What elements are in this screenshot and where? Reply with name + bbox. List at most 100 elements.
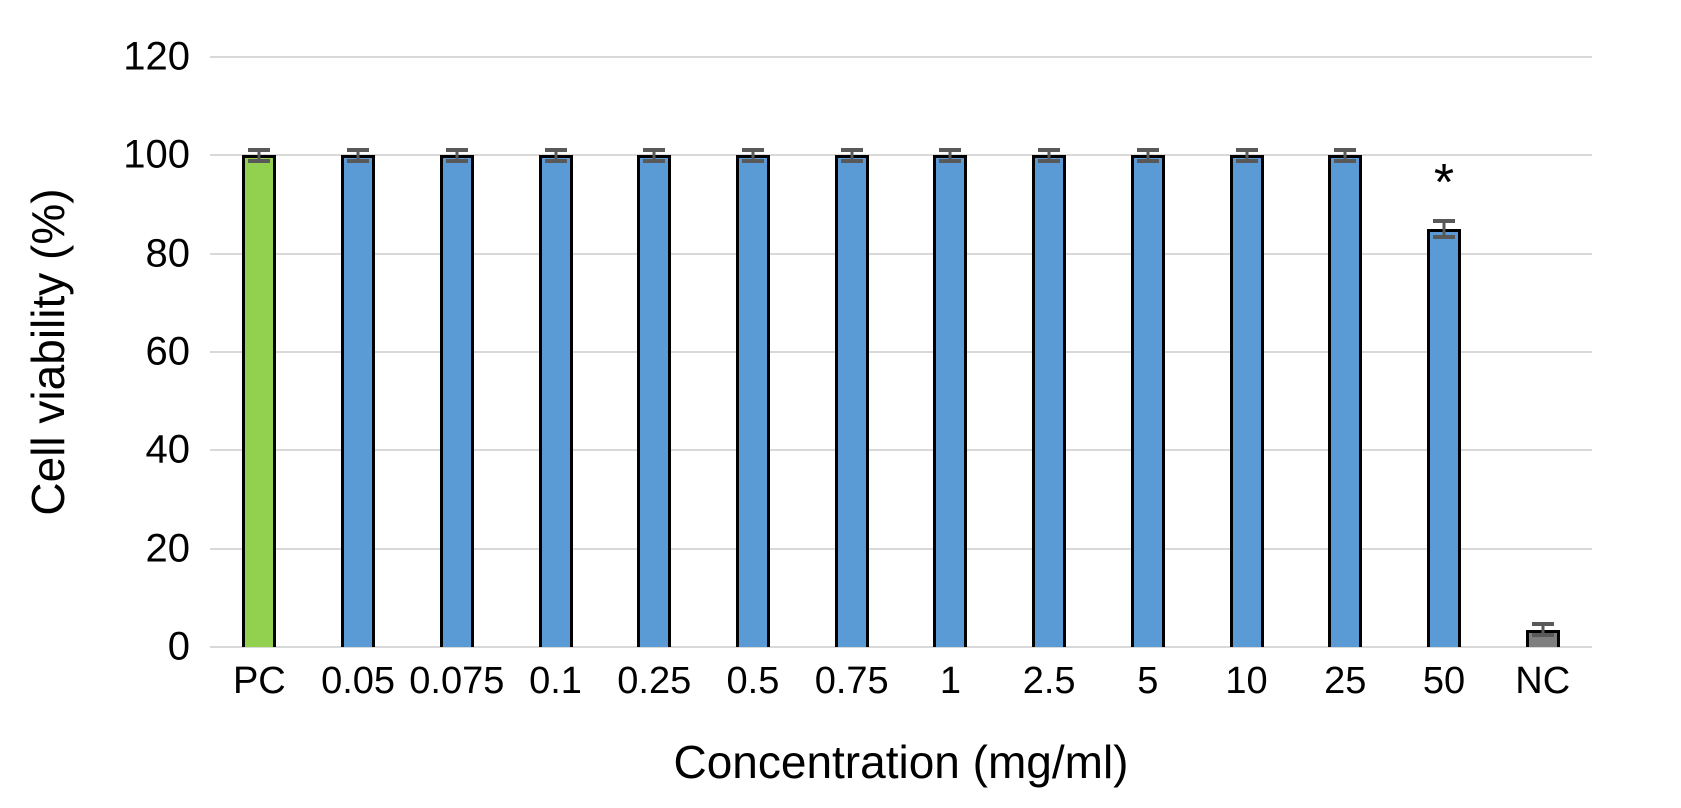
bar-0.75 (834, 155, 869, 647)
error-bar-cap-top (445, 147, 468, 152)
error-bar-line (356, 147, 360, 163)
x-tick-label-0.1: 0.1 (529, 660, 582, 702)
y-tick-label: 60 (145, 329, 191, 374)
gridline (210, 449, 1592, 452)
x-tick-label-0.75: 0.75 (814, 660, 889, 702)
bar-5 (1130, 155, 1165, 647)
bar-slot-0.1 (506, 57, 605, 647)
significance-marker: * (1433, 154, 1455, 213)
error-bar-cap-top (939, 147, 962, 152)
error-bar-cap-bottom (840, 158, 863, 163)
bar-slot-PC (210, 57, 309, 647)
error-bar-line (455, 147, 459, 163)
bar-2.5 (1032, 155, 1067, 647)
bar-slot-NC (1493, 57, 1592, 647)
bar-slot-0.075 (407, 57, 506, 647)
error-bar-cap-top (544, 147, 567, 152)
error-bar-line (948, 147, 952, 163)
gridline (210, 646, 1592, 648)
y-tick-label: 0 (167, 624, 190, 669)
gridline (210, 547, 1592, 550)
error-bar-line (652, 147, 656, 163)
x-tick-label-50: 50 (1422, 660, 1466, 702)
error-bar-cap-top (1334, 147, 1357, 152)
error-bar-cap-top (347, 147, 370, 152)
error-bar-cap-bottom (544, 158, 567, 163)
y-axis: 0 20 40 60 80 100 120 (60, 35, 191, 669)
error-bar-line (257, 147, 261, 163)
gridline (210, 56, 1592, 58)
error-bar-cap-bottom (1038, 158, 1061, 163)
error-bar-cap-bottom (1235, 158, 1258, 163)
error-bar-cap-bottom (1531, 633, 1554, 638)
error-bar-line (751, 147, 755, 163)
error-bar-cap-top (248, 147, 271, 152)
gridline (210, 252, 1592, 255)
error-bar-cap-top (1432, 219, 1455, 224)
error-bar-cap-top (741, 147, 764, 152)
error-bar-cap-bottom (347, 158, 370, 163)
error-bar-cap-bottom (1432, 234, 1455, 239)
error-bar-line (1245, 147, 1249, 163)
x-tick-label-2.5: 2.5 (1022, 660, 1076, 702)
x-tick-label-1: 1 (939, 660, 961, 702)
bar-0.05 (341, 155, 376, 647)
y-tick-label: 120 (123, 34, 190, 79)
x-tick-label-5: 5 (1137, 660, 1159, 702)
error-bar-line (850, 147, 854, 163)
y-tick-label: 40 (145, 427, 191, 472)
error-bar-cap-top (1136, 147, 1159, 152)
x-tick-label-PC: PC (232, 660, 286, 702)
error-bar-cap-bottom (741, 158, 764, 163)
error-bar-cap-top (1038, 147, 1061, 152)
bar-slot-0.25 (605, 57, 704, 647)
bar-slot-25 (1296, 57, 1395, 647)
error-bar-cap-top (1235, 147, 1258, 152)
y-tick-label: 80 (145, 231, 191, 276)
error-bar-line (554, 147, 558, 163)
x-tick-label-0.05: 0.05 (321, 660, 396, 702)
error-bar-line (1146, 147, 1150, 163)
bar-0.5 (735, 155, 770, 647)
error-bar-line (1442, 219, 1446, 239)
bar-slot-10 (1197, 57, 1296, 647)
bar-slot-0.75 (802, 57, 901, 647)
error-bar-line (1047, 147, 1051, 163)
error-bar-line (1343, 147, 1347, 163)
error-bar-cap-bottom (248, 158, 271, 163)
y-tick-label: 20 (145, 526, 191, 571)
bar-25 (1328, 155, 1363, 647)
x-tick-label-25: 25 (1324, 660, 1367, 702)
bar-0.075 (439, 155, 474, 647)
error-bar-cap-bottom (939, 158, 962, 163)
bar-PC (242, 155, 277, 647)
bar-10 (1229, 155, 1264, 647)
error-bar-cap-bottom (445, 158, 468, 163)
x-axis: PC 0.05 0.075 0.1 0.25 0.5 0.75 1 2.5 5 10 25 50 NC (210, 660, 1592, 703)
bars: * (210, 57, 1592, 647)
bar-slot-50: * (1395, 57, 1494, 647)
error-bar-cap-bottom (1334, 158, 1357, 163)
bar-0.1 (538, 155, 573, 647)
error-bar-cap-top (643, 147, 666, 152)
bar-slot-1 (901, 57, 1000, 647)
x-tick-label-NC: NC (1515, 660, 1571, 702)
error-bar-line (1541, 622, 1545, 638)
error-bar-cap-top (840, 147, 863, 152)
x-tick-label-0.075: 0.075 (409, 660, 505, 702)
x-tick-label-0.5: 0.5 (726, 660, 780, 702)
bar-slot-5 (1098, 57, 1197, 647)
error-bar-cap-bottom (1136, 158, 1159, 163)
y-tick-label: 100 (123, 132, 190, 177)
x-tick-label-0.25: 0.25 (617, 660, 692, 702)
bar-slot-0.5 (704, 57, 803, 647)
bar-0.25 (637, 155, 672, 647)
x-axis-title: Concentration (mg/ml) (673, 736, 1129, 788)
bar-1 (933, 155, 968, 647)
gridline (210, 154, 1592, 157)
error-bar-cap-bottom (643, 158, 666, 163)
bar-50 (1426, 229, 1461, 647)
plot-area: * (210, 56, 1592, 648)
x-tick-label-10: 10 (1225, 660, 1268, 702)
